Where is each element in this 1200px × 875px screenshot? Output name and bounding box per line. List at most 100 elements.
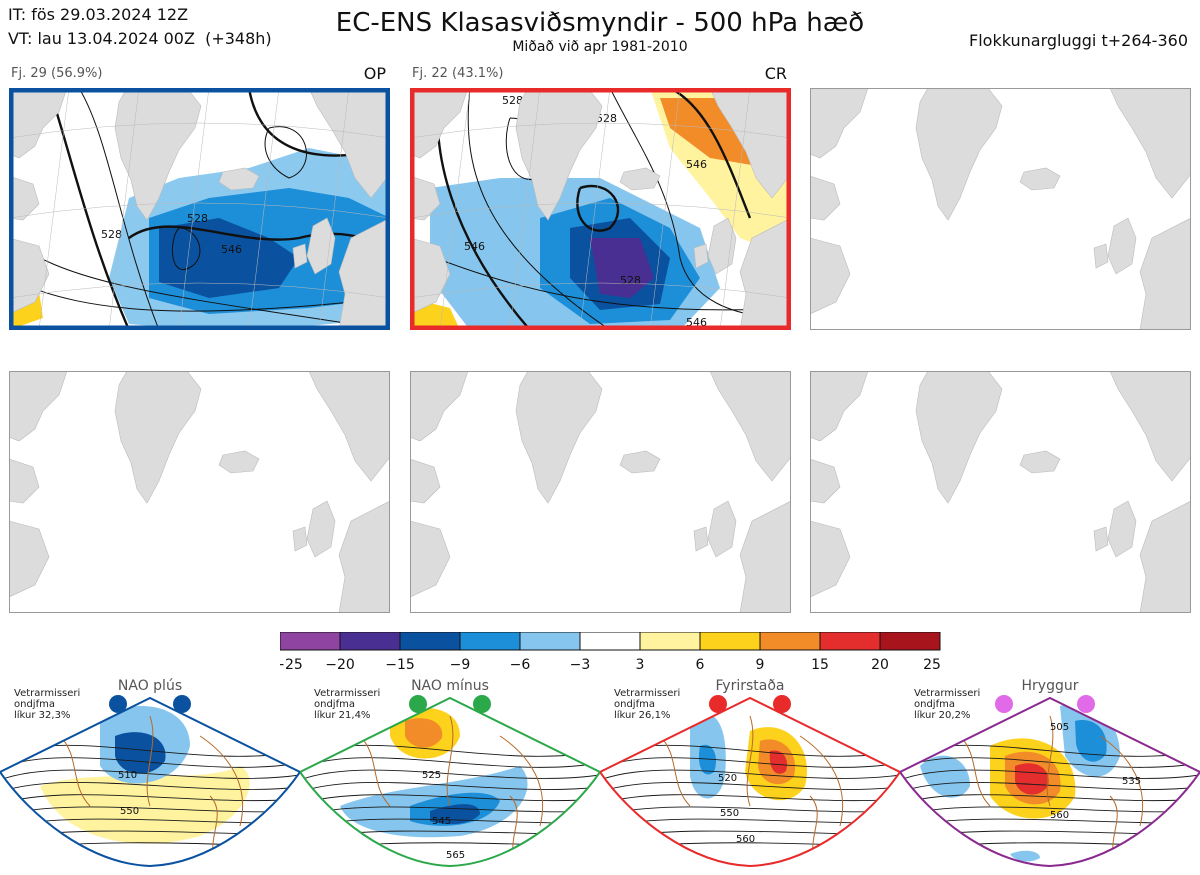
regime-map: 520 550 560 bbox=[598, 695, 902, 868]
map-canvas bbox=[410, 371, 791, 613]
north-america bbox=[9, 520, 50, 598]
colorbar-tick: −25 bbox=[280, 657, 303, 672]
north-america bbox=[810, 237, 851, 315]
regime-fill bbox=[900, 698, 1200, 866]
contour-label: 546 bbox=[221, 243, 242, 256]
colorbar-swatch bbox=[879, 631, 941, 651]
great-britain bbox=[707, 217, 737, 275]
ireland bbox=[1093, 243, 1109, 269]
greenland bbox=[515, 88, 603, 221]
regime-map: 525 545 565 bbox=[298, 695, 602, 868]
anomaly-negative bbox=[920, 755, 970, 798]
regime-map: 510 550 bbox=[0, 695, 302, 868]
panel-frame bbox=[410, 88, 791, 330]
regime-note: Vetrarmisseri ondjfma líkur 20,2% bbox=[914, 688, 981, 721]
anomaly-negative bbox=[1075, 720, 1107, 762]
colorbar-tick: −3 bbox=[570, 657, 591, 672]
greenland bbox=[114, 371, 202, 504]
regime-marker bbox=[773, 695, 791, 713]
coastlines bbox=[59, 715, 244, 866]
panel-frame bbox=[410, 371, 791, 613]
contour-line bbox=[300, 757, 600, 769]
contour-line bbox=[78, 88, 160, 330]
scandinavia bbox=[1109, 371, 1191, 482]
colorbar-swatch bbox=[519, 631, 581, 651]
contour-line bbox=[900, 794, 1200, 805]
colorbar-swatch bbox=[279, 631, 341, 651]
contour-line bbox=[467, 88, 611, 330]
contour-line bbox=[0, 757, 300, 769]
canada bbox=[810, 88, 869, 159]
regime-frame bbox=[598, 696, 902, 868]
contour-line bbox=[300, 794, 600, 805]
contour-line bbox=[900, 757, 1200, 769]
contour-label: 528 bbox=[620, 274, 641, 287]
contour-label: 535 bbox=[1122, 776, 1141, 787]
colorbar-swatch bbox=[579, 631, 641, 651]
labrador bbox=[410, 458, 441, 504]
colorbar-tick: 15 bbox=[811, 657, 829, 672]
ocean bbox=[410, 371, 791, 613]
valid-time: VT: lau 13.04.2024 00Z (+348h) bbox=[8, 29, 272, 48]
cluster-label: Fj. 29 (56.9%) bbox=[11, 66, 103, 81]
regime-nao-plus: 510 550 NAO plús Vetrarmisseri ondjfma líku… bbox=[0, 676, 302, 871]
iceland bbox=[1019, 167, 1061, 191]
iceland bbox=[619, 450, 661, 474]
great-britain bbox=[306, 500, 336, 558]
coastlines bbox=[659, 715, 844, 866]
regime-title: NAO mínus bbox=[411, 678, 489, 694]
regime-frame bbox=[0, 696, 302, 868]
ireland bbox=[292, 526, 308, 552]
regime-marker bbox=[173, 695, 191, 713]
cluster-panel-6-empty bbox=[810, 371, 1191, 613]
regime-ridge: 505 535 560 Hryggur Vetrarmisseri ondjfma lí… bbox=[898, 676, 1200, 871]
scandinavia bbox=[308, 371, 390, 482]
land-masses bbox=[9, 371, 390, 613]
colorbar-tick: −20 bbox=[325, 657, 355, 672]
labrador bbox=[410, 175, 441, 221]
cluster-panel-3-empty bbox=[810, 88, 1191, 330]
map-canvas bbox=[810, 88, 1191, 330]
contour-line bbox=[9, 277, 390, 312]
ireland bbox=[292, 243, 308, 269]
contour-line bbox=[669, 88, 752, 219]
contour-line bbox=[410, 247, 791, 311]
panel-frame bbox=[9, 88, 390, 330]
regime-marker bbox=[409, 695, 427, 713]
contour-label: 520 bbox=[718, 773, 737, 784]
contour-line bbox=[600, 769, 900, 781]
land-masses bbox=[410, 88, 791, 330]
ocean bbox=[810, 88, 1191, 330]
contour-label: 550 bbox=[120, 806, 139, 817]
panel-frame bbox=[9, 371, 390, 613]
great-britain bbox=[1107, 500, 1137, 558]
contour-line bbox=[0, 794, 300, 805]
europe bbox=[1139, 217, 1191, 330]
anomaly-positive bbox=[40, 766, 250, 844]
ireland bbox=[693, 526, 709, 552]
contour-line bbox=[900, 782, 1200, 793]
contour-line bbox=[0, 769, 300, 781]
ocean bbox=[810, 371, 1191, 613]
map-canvas: 528546528528546546564 bbox=[410, 88, 791, 330]
greenland bbox=[114, 88, 202, 221]
europe bbox=[739, 500, 791, 613]
contour-line bbox=[609, 88, 791, 319]
page-title: EC-ENS Klasasviðsmyndir - 500 hPa hæð bbox=[335, 8, 865, 38]
europe bbox=[338, 217, 390, 330]
anomaly-strong-positive bbox=[769, 750, 788, 774]
regime-frame bbox=[898, 696, 1200, 868]
contour-label: 528 bbox=[101, 228, 122, 241]
anomaly-strong-positive bbox=[1015, 763, 1049, 795]
scandinavia bbox=[1109, 88, 1191, 199]
init-time: IT: fös 29.03.2024 12Z bbox=[8, 5, 189, 24]
contour-line bbox=[900, 769, 1200, 781]
colorbar-swatch bbox=[399, 631, 461, 651]
iceland bbox=[619, 167, 661, 191]
cluster-panel-4-empty bbox=[9, 371, 390, 613]
regime-blocking: 520 550 560 Fyrirstaða Vetrarmisseri ondjfm… bbox=[598, 676, 902, 871]
contour-label: 546 bbox=[464, 240, 485, 253]
colorbar-tick: −6 bbox=[510, 657, 531, 672]
contour-label: 528 bbox=[502, 94, 523, 107]
contour-label: 528 bbox=[187, 212, 208, 225]
